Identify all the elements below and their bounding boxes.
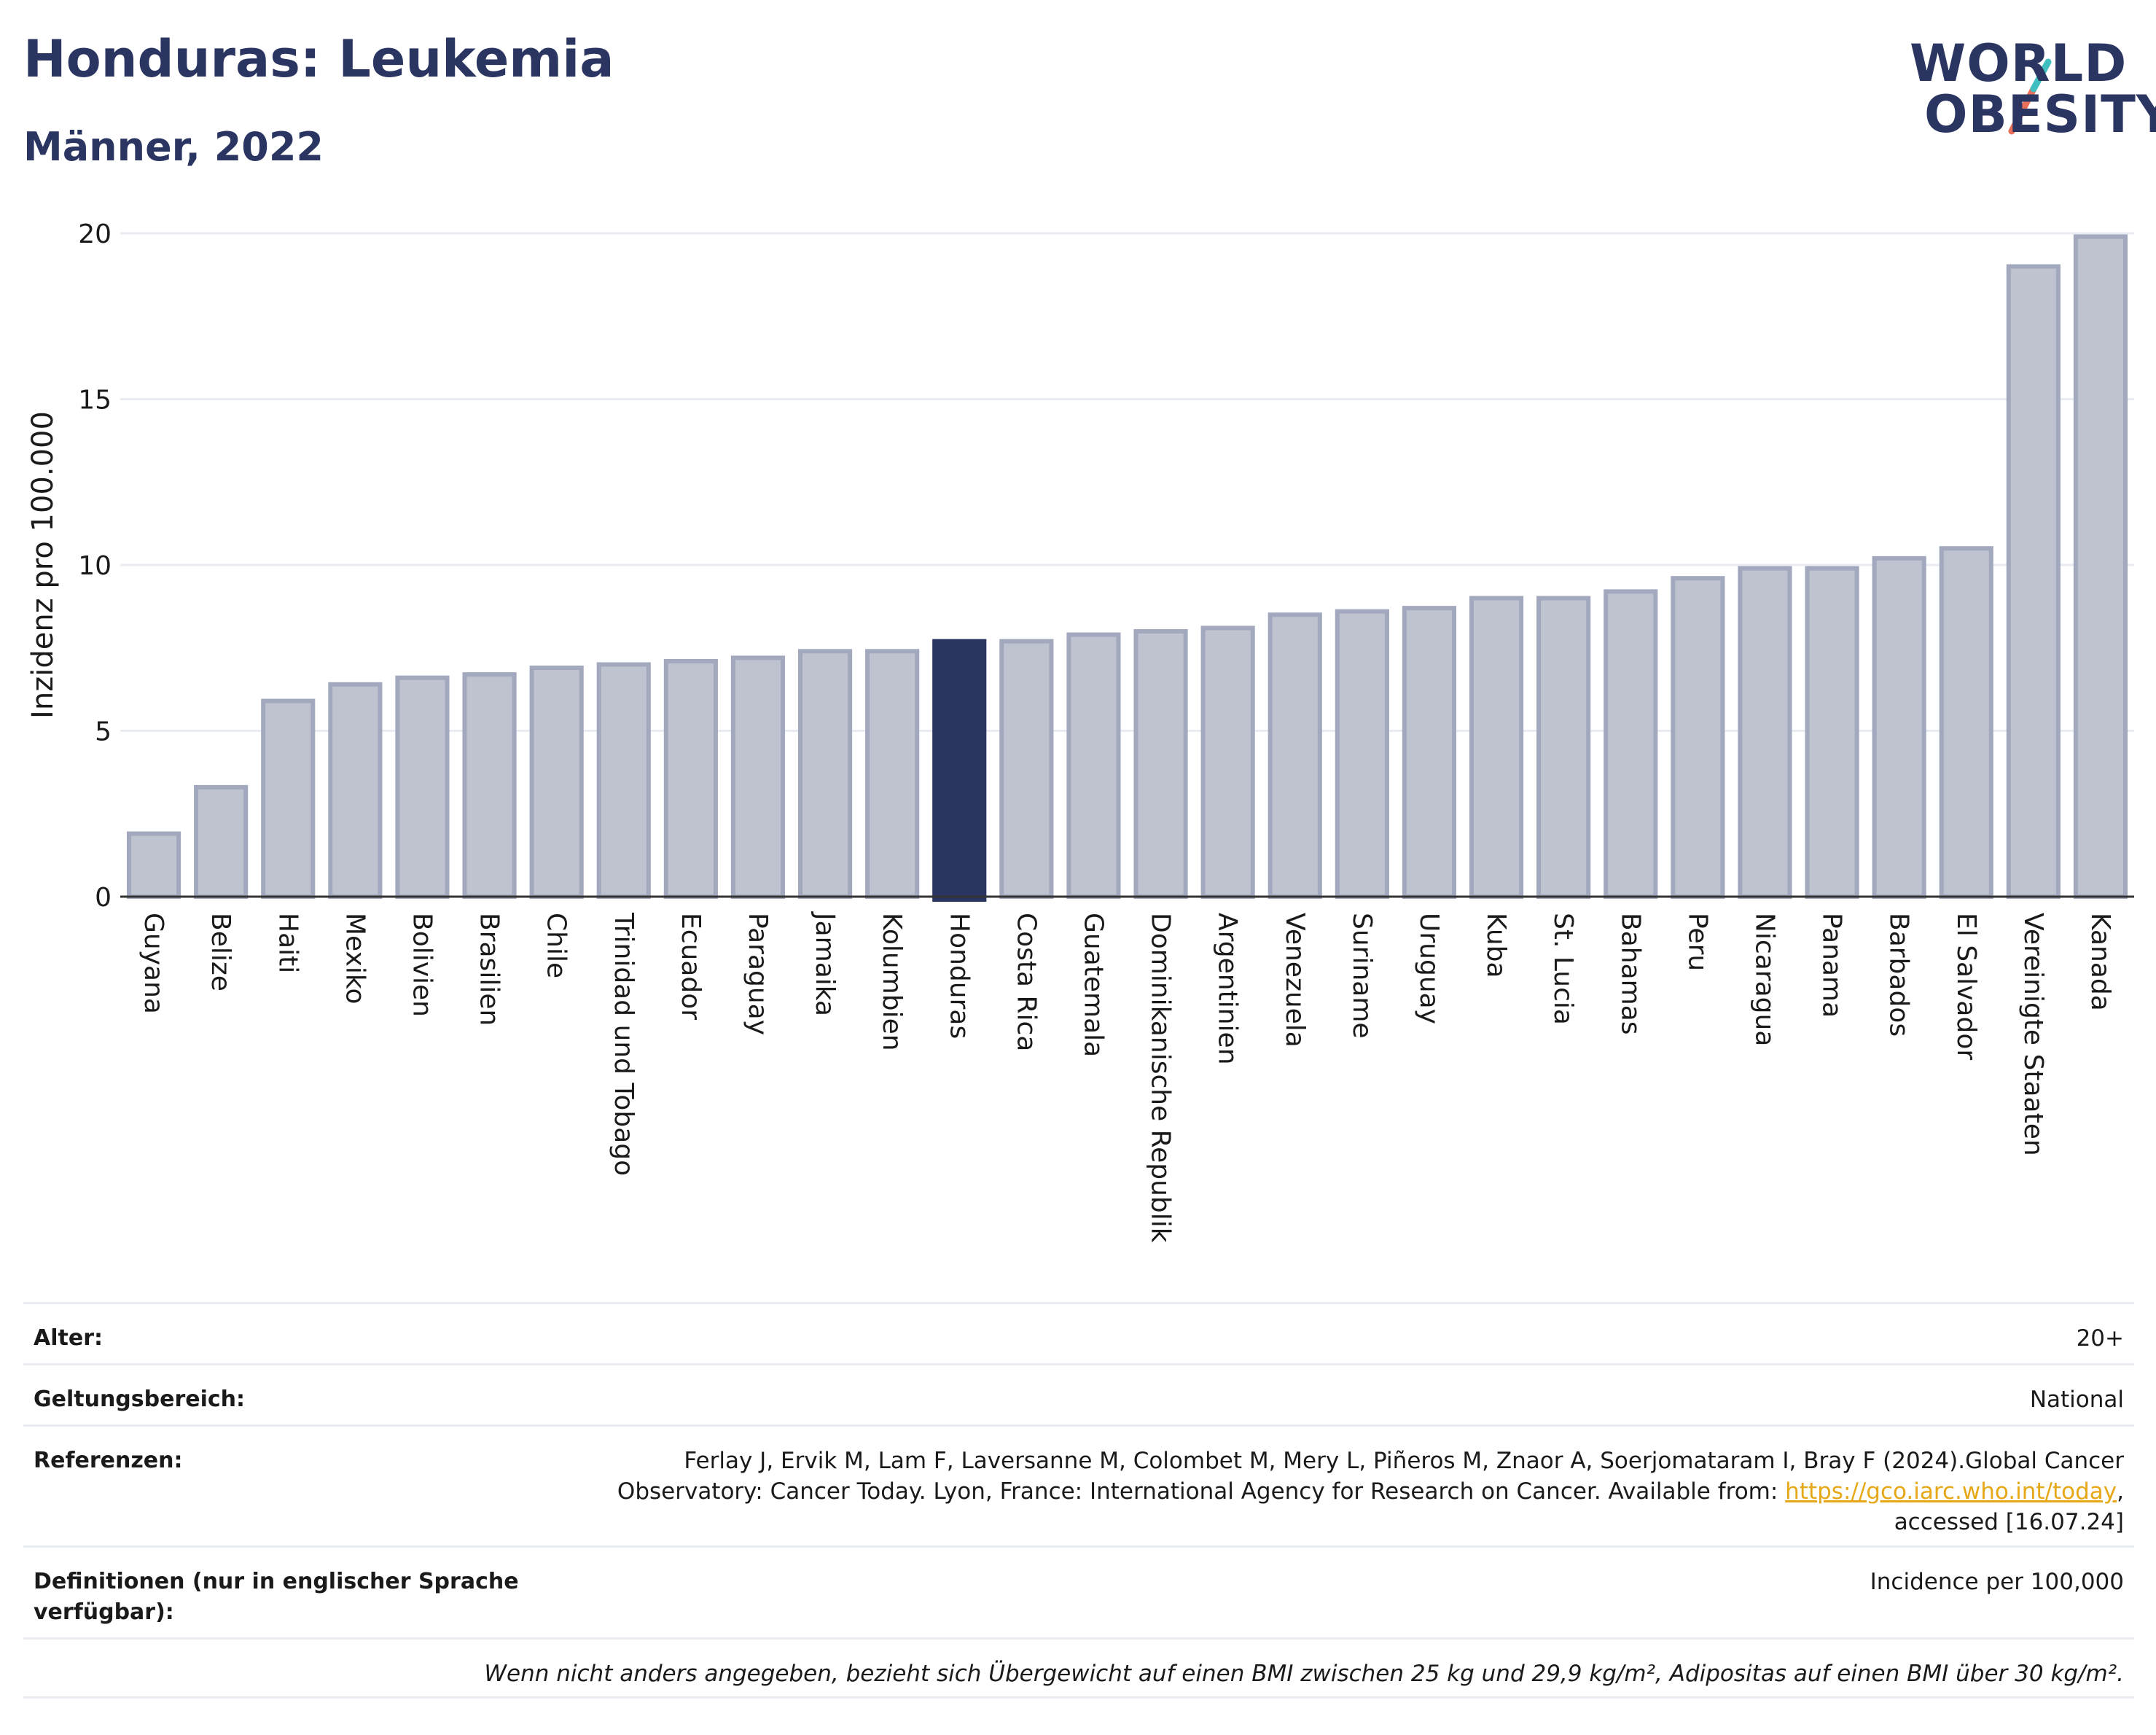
bar xyxy=(1402,606,1457,900)
x-tick-label: Honduras xyxy=(944,913,974,1039)
x-tick-label: Uruguay xyxy=(1414,913,1444,1024)
bar xyxy=(596,662,651,899)
x-tick-label: El Salvador xyxy=(1951,913,1981,1060)
logo-slash-icon xyxy=(2008,58,2052,135)
y-tick-label: 0 xyxy=(95,883,112,913)
bar xyxy=(1133,629,1188,899)
bar xyxy=(1872,555,1926,900)
bar xyxy=(999,639,1054,900)
references-text: Ferlay J, Ervik M, Lam F, Laversanne M, … xyxy=(617,1448,2124,1505)
bar xyxy=(1939,546,1993,899)
x-tick-label: Chile xyxy=(542,913,571,978)
x-tick-label: Trinidad und Tobago xyxy=(609,912,638,1176)
x-tick-label: Costa Rica xyxy=(1011,913,1041,1051)
meta-row-scope: Geltungsbereich: National xyxy=(23,1363,2134,1424)
bar xyxy=(126,831,181,899)
y-axis-label: Inzidenz pro 100.000 xyxy=(26,411,60,719)
metadata-table: Alter: 20+ Geltungsbereich: National Ref… xyxy=(23,1302,2134,1699)
x-tick-label: Suriname xyxy=(1347,913,1377,1039)
scope-label: Geltungsbereich: xyxy=(34,1387,246,1412)
chart-subtitle: Männer, 2022 xyxy=(23,124,324,170)
x-tick-label: Bahamas xyxy=(1615,913,1645,1035)
logo-text-world: WORLD xyxy=(1910,34,2128,93)
world-obesity-logo[interactable]: WORLD OBESITY xyxy=(1895,22,2156,153)
references-link[interactable]: https://gco.iarc.who.int/today xyxy=(1785,1478,2117,1505)
x-tick-label: Barbados xyxy=(1884,913,1914,1037)
bar xyxy=(1738,566,1792,899)
bar xyxy=(1805,566,1859,899)
bar xyxy=(2073,234,2128,900)
x-tick-label: Guyana xyxy=(138,913,168,1014)
bar xyxy=(865,649,920,899)
references-value: Ferlay J, Ervik M, Lam F, Laversanne M, … xyxy=(608,1446,2124,1537)
scope-value: National xyxy=(2029,1387,2124,1413)
x-tick-label: Kuba xyxy=(1481,913,1511,978)
bar xyxy=(194,784,249,899)
x-tick-label: Ecuador xyxy=(676,913,706,1020)
age-value: 20+ xyxy=(2076,1325,2124,1352)
bar xyxy=(261,698,316,899)
x-tick-label: Venezuela xyxy=(1280,913,1310,1048)
y-tick-label: 20 xyxy=(78,219,112,249)
x-tick-label: Dominikanische Republik xyxy=(1146,913,1176,1243)
x-tick-label: Peru xyxy=(1682,913,1712,971)
bar xyxy=(1604,589,1658,900)
meta-row-references: Referenzen: Ferlay J, Ervik M, Lam F, La… xyxy=(23,1424,2134,1545)
x-tick-label: Nicaragua xyxy=(1749,913,1779,1046)
definitions-value: Incidence per 100,000 xyxy=(1870,1569,2124,1595)
bar xyxy=(1671,576,1725,899)
x-tick-label: Brasilien xyxy=(474,913,504,1026)
age-label: Alter: xyxy=(34,1325,103,1351)
x-tick-label: St. Lucia xyxy=(1548,913,1578,1025)
y-tick-label: 10 xyxy=(78,551,112,581)
bar xyxy=(1536,596,1591,899)
x-tick-label: Bolivien xyxy=(407,913,437,1017)
x-tick-label: Argentinien xyxy=(1213,913,1243,1065)
bar xyxy=(932,639,987,902)
y-tick-label: 15 xyxy=(78,386,112,416)
x-tick-label: Belize xyxy=(206,913,235,991)
definitions-label: Definitionen (nur in englischer Sprache … xyxy=(34,1569,519,1625)
x-tick-label: Panama xyxy=(1817,913,1847,1018)
references-accessed: , accessed [16.07.24] xyxy=(1894,1478,2124,1535)
bar xyxy=(2006,264,2061,899)
logo-text-obesity: OBESITY xyxy=(1924,85,2156,144)
references-label: Referenzen: xyxy=(34,1448,183,1473)
bar xyxy=(1200,625,1255,899)
bar xyxy=(797,649,853,899)
bar xyxy=(663,658,718,899)
bar xyxy=(1469,596,1524,899)
bar xyxy=(395,675,450,899)
bar xyxy=(1335,609,1389,899)
bmi-note: Wenn nicht anders angegeben, bezieht sic… xyxy=(484,1661,2124,1687)
y-tick-label: 5 xyxy=(95,717,112,747)
bar-chart: 0 5 10 15 20 Inzidenz pro 100.000 Guyana Belize… xyxy=(26,219,2134,1243)
meta-row-age: Alter: 20+ xyxy=(23,1302,2134,1363)
x-tick-label: Vereinigte Staaten xyxy=(2018,913,2048,1156)
x-tick-label: Paraguay xyxy=(743,913,773,1035)
bar xyxy=(462,672,517,900)
bar xyxy=(730,655,786,900)
bar xyxy=(1268,612,1322,899)
meta-row-definitions: Definitionen (nur in englischer Sprache … xyxy=(23,1545,2134,1637)
x-tick-label: Kolumbien xyxy=(877,913,907,1051)
bar xyxy=(529,666,584,899)
x-tick-label: Guatemala xyxy=(1078,913,1108,1057)
meta-row-note: Wenn nicht anders angegeben, bezieht sic… xyxy=(23,1637,2134,1699)
chart-title: Honduras: Leukemia xyxy=(23,29,614,89)
x-tick-label: Jamaika xyxy=(810,911,840,1016)
bar xyxy=(1066,632,1121,899)
x-tick-label: Haiti xyxy=(273,913,302,973)
bar xyxy=(328,682,383,899)
x-tick-label: Mexiko xyxy=(340,913,370,1004)
x-tick-label: Kanada xyxy=(2085,913,2115,1011)
